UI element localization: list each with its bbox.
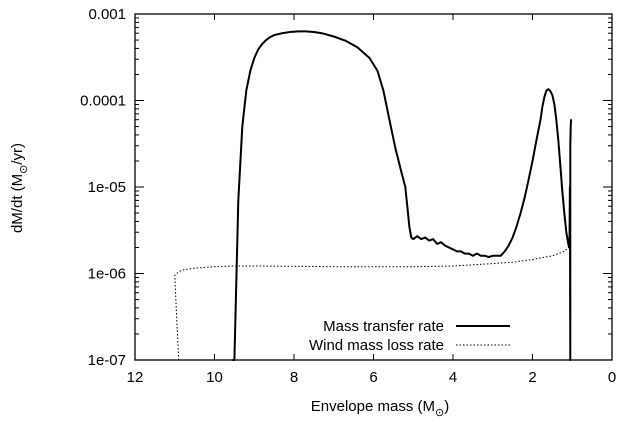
x-tick-label: 2 <box>528 369 536 386</box>
x-axis-title-main: Envelope mass (M <box>311 398 435 415</box>
x-tick-label: 8 <box>290 369 298 386</box>
x-tick-label: 4 <box>449 369 457 386</box>
x-tick-label: 12 <box>127 369 144 386</box>
y-tick-label: 1e-07 <box>88 352 126 369</box>
y-axis-title-sub: ⊙ <box>18 165 30 174</box>
y-tick-label: 1e-06 <box>88 266 126 283</box>
y-axis-title-main: dM/dt (M <box>9 174 26 233</box>
series-line-mass-transfer <box>232 30 573 361</box>
y-tick-label: 0.001 <box>88 6 126 23</box>
legend-label-wind-loss: Wind mass loss rate <box>309 337 444 354</box>
legend: Mass transfer rate Wind mass loss rate <box>309 318 510 354</box>
ticks <box>134 13 613 361</box>
series-line-wind-loss <box>174 245 571 361</box>
y-axis-title: dM/dt (M⊙/yr) <box>9 143 30 233</box>
x-axis-title: Envelope mass (M⊙) <box>311 398 449 419</box>
y-tick-label: 0.0001 <box>80 93 126 110</box>
x-tick-labels: 12 10 8 6 4 2 0 <box>127 369 617 386</box>
x-tick-label: 6 <box>369 369 377 386</box>
y-tick-label: 1e-05 <box>88 179 126 196</box>
x-tick-label: 10 <box>206 369 223 386</box>
x-axis-title-sub: ⊙ <box>435 407 444 419</box>
legend-label-mass-transfer: Mass transfer rate <box>323 318 444 335</box>
y-tick-labels: 0.001 0.0001 1e-05 1e-06 1e-07 <box>80 6 126 369</box>
x-axis-title-end: ) <box>444 398 449 415</box>
series-layer <box>174 30 573 361</box>
x-tick-label: 0 <box>608 369 616 386</box>
y-axis-title-end: /yr) <box>9 143 26 165</box>
